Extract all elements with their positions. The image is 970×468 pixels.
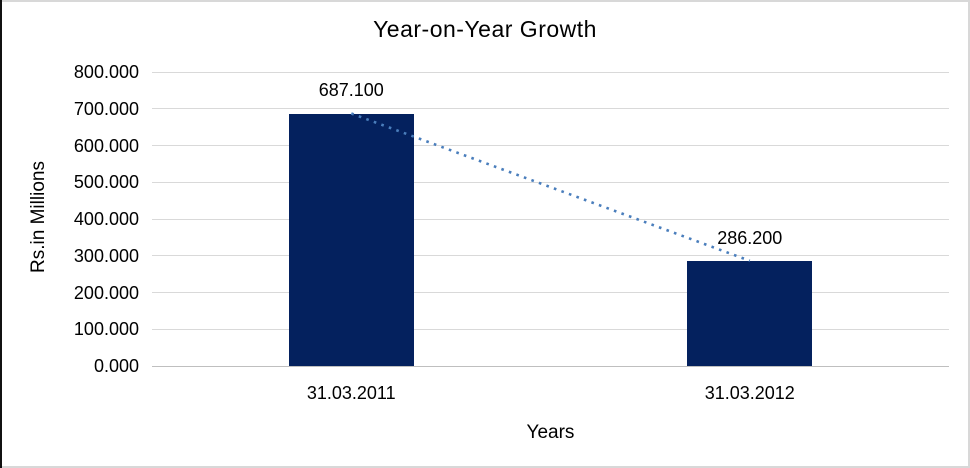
gridline bbox=[152, 71, 949, 73]
y-tick-label: 500.000 bbox=[73, 172, 139, 193]
y-tick-label: 100.000 bbox=[73, 319, 139, 340]
gridline bbox=[152, 108, 949, 110]
bar bbox=[288, 113, 414, 366]
trendline-path bbox=[350, 112, 751, 263]
gridline bbox=[152, 328, 949, 330]
gridline bbox=[152, 181, 949, 183]
window-left-border bbox=[0, 0, 2, 468]
x-tick-label: 31.03.2012 bbox=[704, 383, 795, 403]
chart-title: Year-on-Year Growth bbox=[373, 16, 597, 42]
x-axis-title: Years bbox=[526, 422, 575, 443]
bar-value-label: 286.200 bbox=[717, 227, 783, 248]
y-tick-label: 400.000 bbox=[73, 209, 139, 229]
gridline bbox=[152, 255, 949, 257]
bar bbox=[687, 260, 813, 366]
y-tick-label: 300.000 bbox=[73, 245, 139, 266]
y-tick-label: 800.000 bbox=[73, 62, 139, 82]
y-tick-label: 0.000 bbox=[93, 356, 139, 376]
y-tick-label: 200.000 bbox=[73, 282, 139, 303]
y-tick-label: 700.000 bbox=[73, 98, 139, 119]
plot-area: 687.100 286.200 bbox=[152, 71, 949, 367]
trendline bbox=[350, 112, 751, 263]
y-tick-label: 600.000 bbox=[73, 135, 139, 156]
gridline bbox=[152, 365, 949, 367]
gridline bbox=[152, 145, 949, 146]
gridline bbox=[152, 292, 949, 293]
bar-value-label: 687.100 bbox=[318, 80, 384, 101]
x-tick-label: 31.03.2011 bbox=[306, 383, 396, 403]
gridline bbox=[152, 218, 949, 220]
